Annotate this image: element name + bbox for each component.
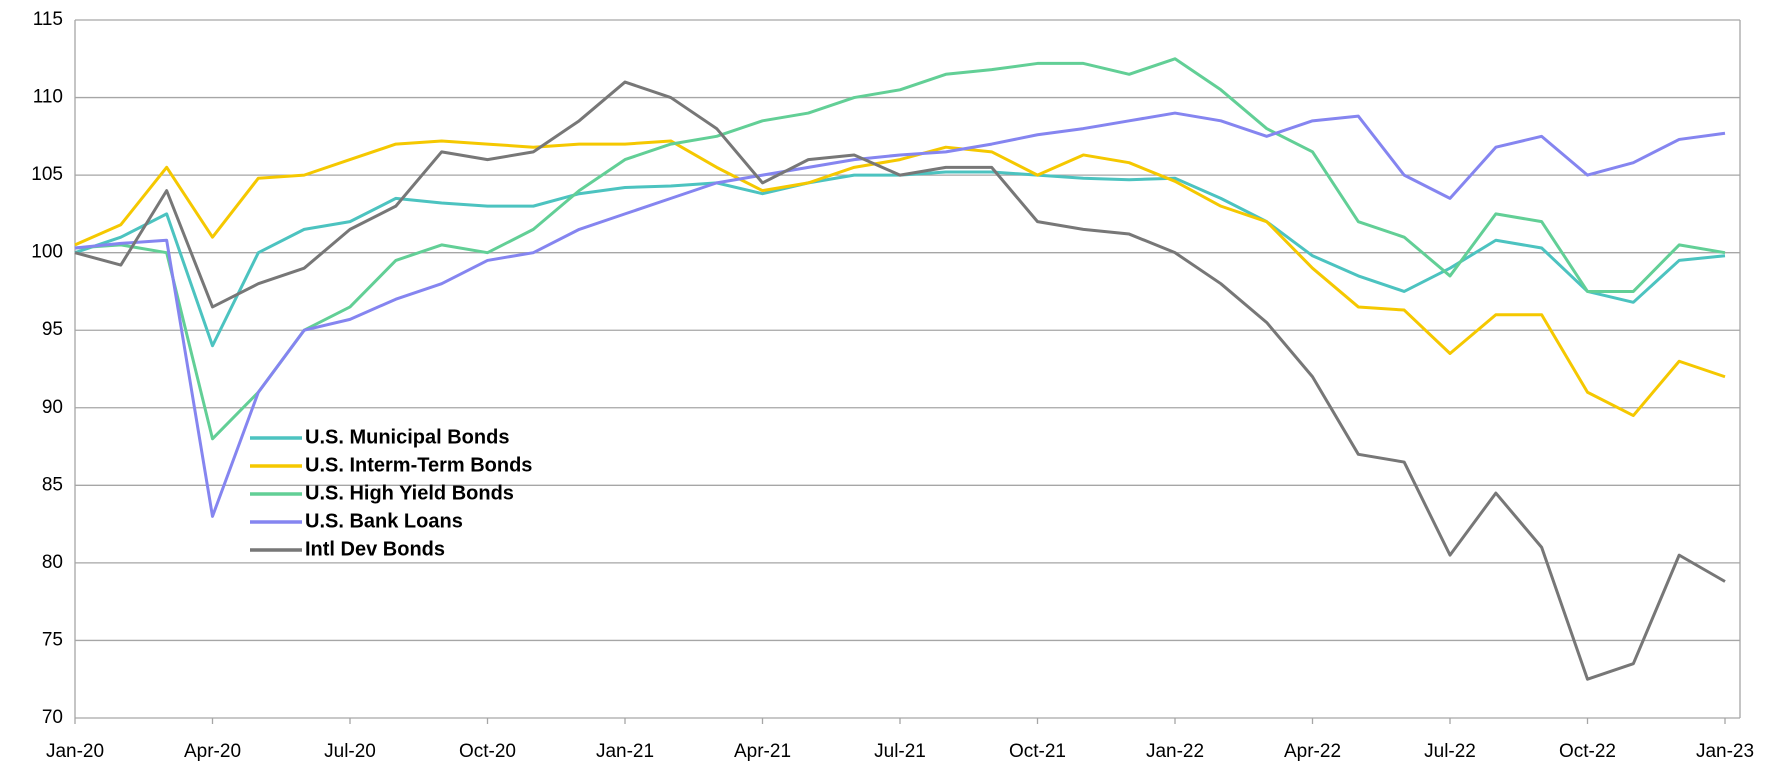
x-tick-label: Jan-22 — [1146, 741, 1204, 762]
series-line — [74, 139, 1726, 418]
y-tick-label: 80 — [42, 552, 63, 573]
y-tick-label: 85 — [42, 474, 63, 495]
y-tick-label: 115 — [33, 9, 63, 30]
x-tick-label: Jul-22 — [1424, 741, 1476, 762]
x-tick-label: Oct-20 — [459, 741, 516, 762]
legend-label: U.S. Bank Loans — [305, 510, 463, 532]
x-tick-label: Oct-21 — [1009, 741, 1066, 762]
x-tick-label: Jul-21 — [874, 741, 926, 762]
legend-label: U.S. Interm-Term Bonds — [305, 454, 532, 476]
x-tick-label: Oct-22 — [1559, 741, 1616, 762]
y-tick-label: 75 — [42, 629, 63, 650]
legend-label: U.S. Municipal Bonds — [305, 426, 509, 448]
y-tick-label: 110 — [33, 87, 63, 108]
x-tick-label: Jan-21 — [596, 741, 654, 762]
y-tick-label: 105 — [31, 164, 63, 185]
series-line — [74, 57, 1726, 441]
y-tick-label: 100 — [31, 242, 63, 263]
y-tick-label: 70 — [42, 707, 63, 728]
y-tick-label: 90 — [42, 397, 63, 418]
x-tick-label: Apr-20 — [184, 741, 241, 762]
legend-label: Intl Dev Bonds — [305, 538, 445, 560]
x-tick-label: Jan-20 — [46, 741, 104, 762]
x-tick-label: Jan-23 — [1696, 741, 1754, 762]
x-tick-label: Apr-22 — [1284, 741, 1341, 762]
series-line — [74, 111, 1726, 518]
legend-label: U.S. High Yield Bonds — [305, 482, 514, 504]
y-tick-label: 95 — [42, 319, 63, 340]
x-tick-label: Apr-21 — [734, 741, 791, 762]
x-tick-label: Jul-20 — [324, 741, 376, 762]
series-line — [74, 80, 1726, 681]
